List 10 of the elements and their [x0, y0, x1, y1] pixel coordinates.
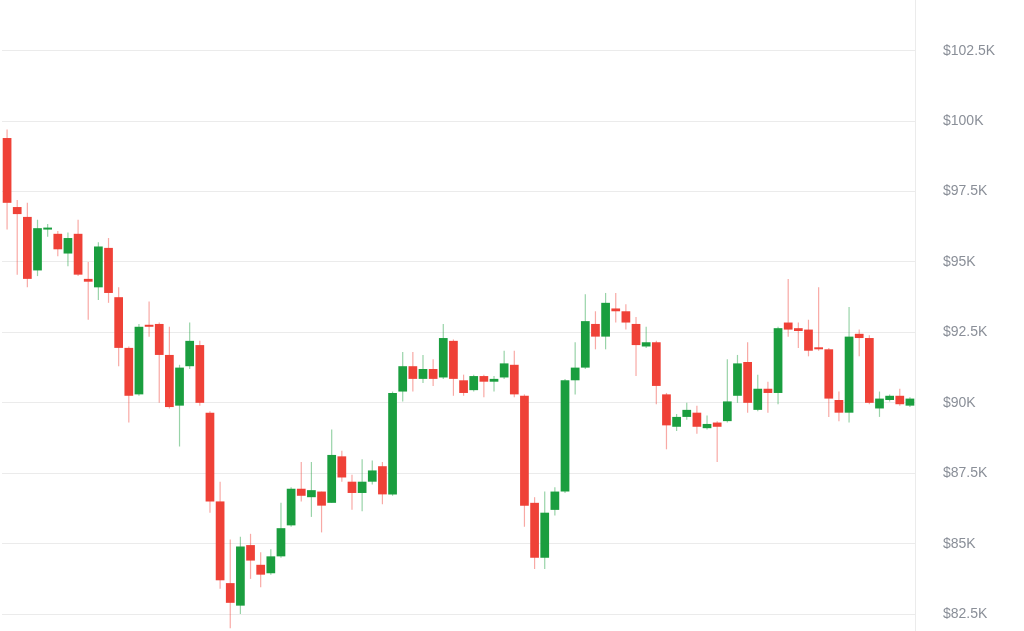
y-tick-label: $95K — [943, 252, 977, 269]
y-tick-label: $97.5K — [943, 182, 989, 199]
y-tick-label: $85K — [943, 534, 977, 551]
y-tick-label: $90K — [943, 393, 977, 410]
candlestick — [489, 375, 499, 393]
y-tick-label: $82.5K — [943, 604, 989, 621]
y-tick-label: $87.5K — [943, 464, 989, 481]
y-tick-label: $102.5K — [943, 41, 996, 58]
y-tick-label: $100K — [943, 111, 985, 128]
y-tick-label: $92.5K — [943, 323, 989, 340]
